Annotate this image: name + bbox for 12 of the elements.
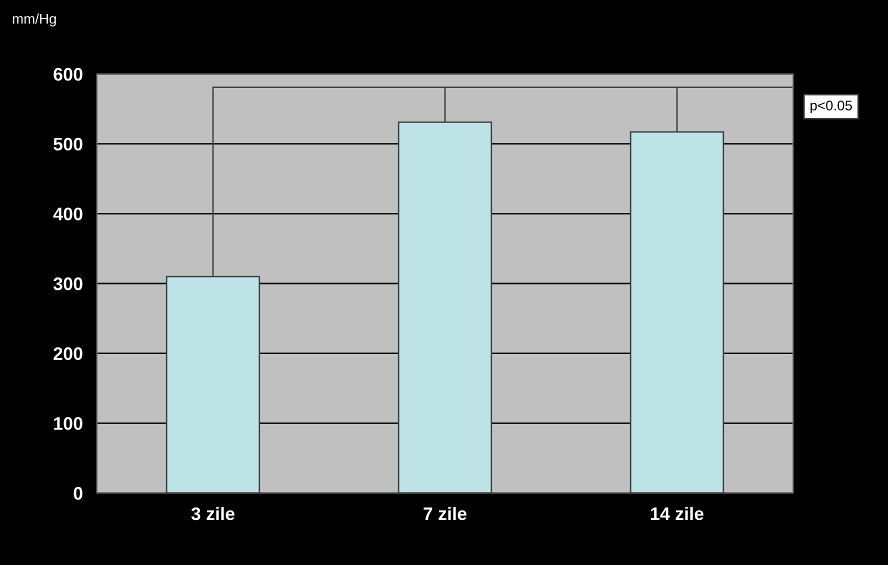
ref-line-label: p<0.05 bbox=[810, 100, 852, 114]
y-tick-label: 400 bbox=[53, 208, 82, 220]
y-tick-label: 100 bbox=[54, 417, 82, 430]
x-tick-label: 3 zile bbox=[191, 506, 234, 520]
y-tick-label: 500 bbox=[54, 138, 82, 151]
x-tick-label: 14 zile bbox=[651, 506, 704, 520]
y-axis-title: mm/Hg bbox=[12, 14, 56, 26]
y-tick-label: 600 bbox=[54, 68, 82, 81]
y-tick-label: 0 bbox=[74, 486, 82, 500]
y-tick-label: 200 bbox=[54, 347, 82, 360]
y-tick-label: 300 bbox=[53, 277, 82, 290]
x-tick-label: 7 zile bbox=[424, 506, 466, 520]
